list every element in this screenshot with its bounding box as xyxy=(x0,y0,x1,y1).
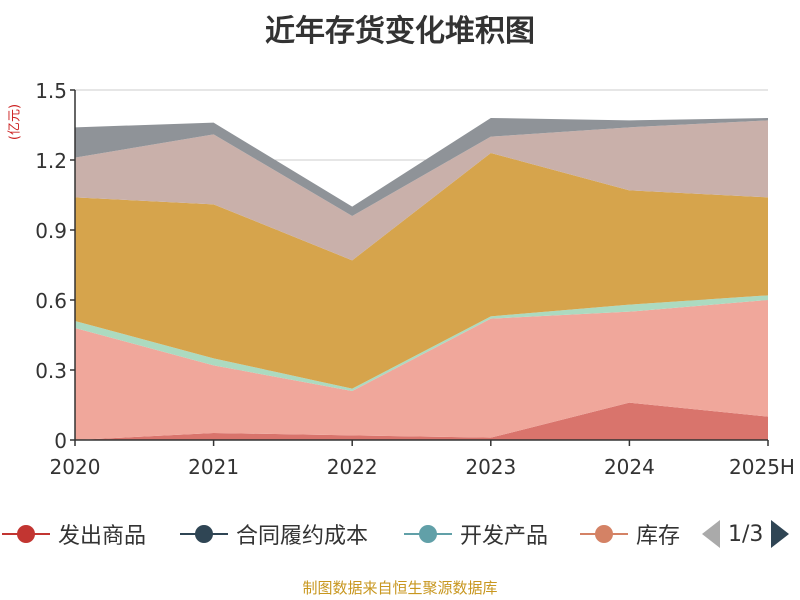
legend-label: 合同履约成本 xyxy=(236,524,369,549)
legend-line-circle-icon xyxy=(404,525,452,543)
x-tick-label: 2021 xyxy=(188,455,239,479)
legend-pager: 1/3 xyxy=(702,516,790,552)
legend-line-circle-icon xyxy=(580,525,628,543)
source-footer: 制图数据来自恒生聚源数据库 xyxy=(302,579,498,597)
x-tick-label: 2022 xyxy=(327,455,378,479)
legend-label: 库存 xyxy=(636,524,681,549)
area-series-0 xyxy=(75,402,768,440)
legend: 发出商品 合同履约成本 开发产品 库存 1/3 xyxy=(0,516,800,552)
legend-item-hetong[interactable]: 合同履约成本 xyxy=(180,516,368,552)
x-tick-label: 2023 xyxy=(465,455,516,479)
area-series-5 xyxy=(75,120,768,261)
triangle-right-icon[interactable] xyxy=(771,520,790,548)
legend-line-circle-icon xyxy=(2,525,50,543)
y-tick-label: 1.2 xyxy=(35,149,67,173)
chart-title: 近年存货变化堆积图 xyxy=(265,14,535,49)
x-tick-label: 2025H xyxy=(729,455,795,479)
y-tick-label: 0.6 xyxy=(35,289,67,313)
area-series-6 xyxy=(75,118,768,216)
legend-item-kaifa[interactable]: 开发产品 xyxy=(404,516,548,552)
x-tick-label: 2020 xyxy=(50,455,101,479)
triangle-left-icon[interactable] xyxy=(702,520,720,548)
legend-page-indicator: 1/3 xyxy=(728,521,764,547)
legend-item-kucun[interactable]: 库存 xyxy=(580,516,680,552)
y-tick-label: 0.3 xyxy=(35,359,67,383)
area-series-2 xyxy=(75,300,768,440)
legend-line-circle-icon xyxy=(180,525,228,543)
y-tick-label: 0 xyxy=(54,429,67,453)
x-tick-label: 2024 xyxy=(604,455,655,479)
legend-item-fachu[interactable]: 发出商品 xyxy=(2,516,146,552)
area-series-3 xyxy=(75,295,768,391)
area-series-4 xyxy=(75,153,768,389)
legend-label: 发出商品 xyxy=(58,524,147,549)
y-tick-label: 0.9 xyxy=(35,219,67,243)
legend-label: 开发产品 xyxy=(460,524,549,549)
y-tick-label: 1.5 xyxy=(35,79,67,103)
